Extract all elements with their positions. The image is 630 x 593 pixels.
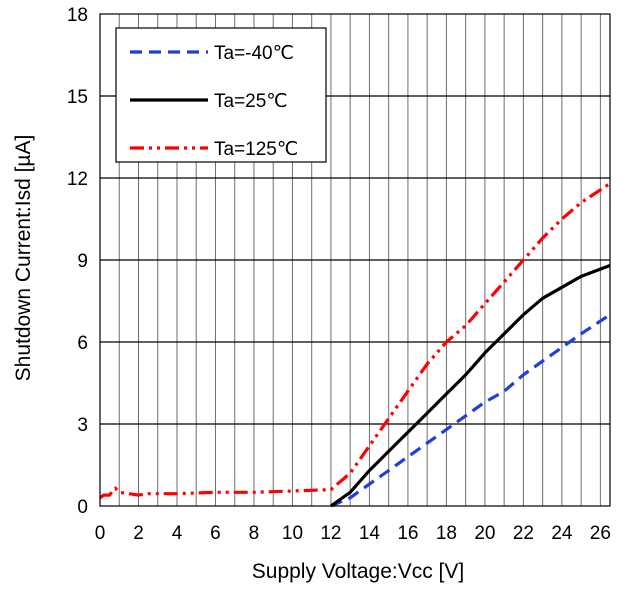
legend-items: Ta=-40℃ Ta=25℃ Ta=125℃ <box>130 43 298 160</box>
y-tick-label: 0 <box>77 497 88 518</box>
x-tick-label: 4 <box>172 523 183 544</box>
x-tick-label: 18 <box>436 523 457 544</box>
x-axis-label: Supply Voltage:Vcc [V] <box>252 560 464 583</box>
series-line-3 <box>99 182 611 500</box>
y-tick-label: 12 <box>67 169 88 190</box>
y-tick-label: 3 <box>77 415 88 436</box>
legend-box <box>115 27 327 163</box>
series-line-2 <box>329 264 611 508</box>
x-tick-label: 20 <box>474 523 495 544</box>
y-tick-label: 18 <box>67 5 88 26</box>
series-line-1 <box>330 313 611 508</box>
x-tick-label: 16 <box>397 523 418 544</box>
x-tick-label: 10 <box>282 523 303 544</box>
legend-label: Ta=-40℃ <box>214 43 294 64</box>
x-tick-label: 6 <box>210 523 221 544</box>
series-lines <box>99 182 611 508</box>
x-tick-label: 12 <box>320 523 341 544</box>
x-tick-label: 14 <box>359 523 381 544</box>
y-tick-label: 9 <box>77 251 88 272</box>
x-tick-label: 8 <box>249 523 260 544</box>
x-tick-labels: 0 2 4 6 8 10 12 14 16 18 20 22 24 26 <box>95 523 611 544</box>
y-tick-label: 15 <box>67 87 88 108</box>
x-tick-label: 22 <box>513 523 534 544</box>
legend-label: Ta=25℃ <box>214 91 288 112</box>
x-tick-label: 24 <box>551 523 573 544</box>
legend: Ta=-40℃ Ta=25℃ Ta=125℃ <box>115 27 327 163</box>
y-tick-labels: 0 3 6 9 12 15 18 <box>67 5 88 518</box>
y-tick-label: 6 <box>77 333 88 354</box>
x-tick-label: 26 <box>590 523 611 544</box>
x-tick-label: 0 <box>95 523 106 544</box>
y-axis-label: Shutdown Current:Isd [µA] <box>12 135 35 382</box>
legend-label: Ta=125℃ <box>214 139 298 160</box>
x-tick-label: 2 <box>133 523 144 544</box>
plot-frame <box>99 13 611 507</box>
